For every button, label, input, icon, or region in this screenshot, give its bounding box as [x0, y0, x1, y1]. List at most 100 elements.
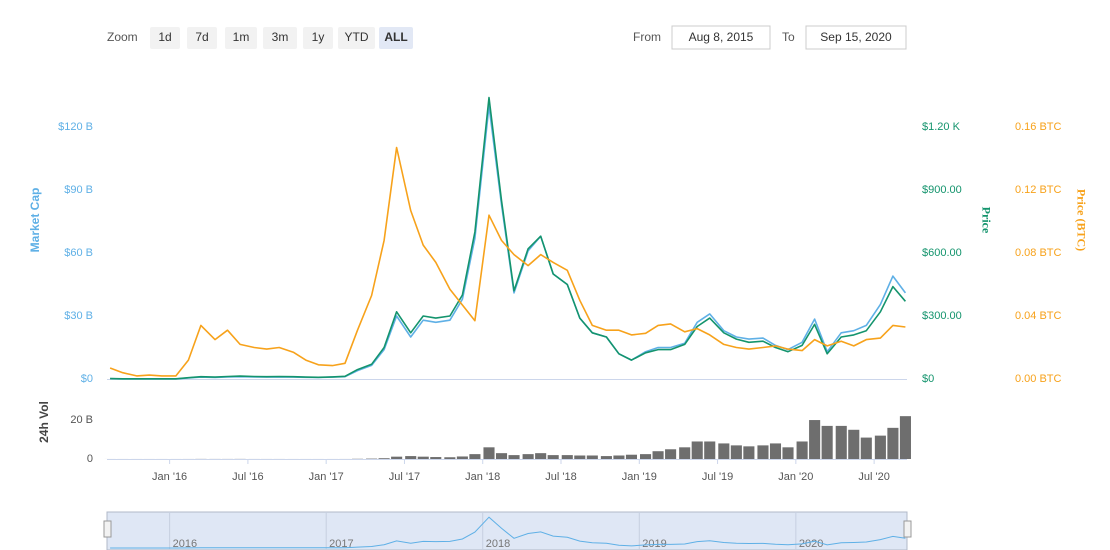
volume-bar: [535, 453, 547, 459]
volume-bar: [391, 456, 403, 459]
to-label: To: [782, 30, 795, 44]
volume-bar: [782, 447, 794, 459]
volume-bar: [522, 454, 534, 459]
volume-bar: [574, 455, 586, 459]
button-bg[interactable]: [225, 27, 257, 49]
x-tick-label: Jan '19: [622, 471, 657, 483]
zoom-button[interactable]: YTD: [338, 27, 375, 49]
volume-bar: [483, 447, 495, 459]
vol-tick-label: 20 B: [70, 414, 93, 426]
button-bg[interactable]: [338, 27, 375, 49]
zoom-label: Zoom: [107, 30, 138, 44]
x-tick-label: Jan '18: [465, 471, 500, 483]
button-label[interactable]: 1y: [312, 30, 325, 44]
navigator-line: [110, 516, 906, 549]
y2-tick-label: $0: [922, 373, 934, 385]
y2-tick-label: $300.00: [922, 310, 962, 322]
volume-bar: [874, 435, 886, 459]
y-tick-label: $30 B: [64, 310, 93, 322]
from-label: From: [633, 30, 661, 44]
button-label[interactable]: 1d: [158, 30, 171, 44]
volume-bar: [456, 456, 468, 459]
volume-bar: [613, 455, 625, 459]
button-bg[interactable]: [379, 27, 413, 49]
y2-axis-title: Price: [979, 207, 993, 234]
y-tick-label: $60 B: [64, 247, 93, 259]
y2-tick-label: $900.00: [922, 184, 962, 196]
volume-bar: [718, 443, 730, 459]
from-date[interactable]: Aug 8, 2015: [689, 30, 754, 44]
zoom-button[interactable]: 1y: [303, 27, 333, 49]
button-bg[interactable]: [303, 27, 333, 49]
volume-bar: [547, 455, 559, 459]
navigator-handle[interactable]: [103, 520, 112, 538]
volume-bar: [730, 445, 742, 459]
y3-tick-label: 0.04 BTC: [1015, 310, 1062, 322]
zoom-buttons: 1d 7d 1m 3m 1y YTD ALL: [150, 27, 413, 49]
y3-axis-title: Price (BTC): [1074, 189, 1088, 251]
to-input[interactable]: [805, 25, 907, 50]
volume-bar: [430, 457, 442, 459]
volume-bar: [405, 456, 417, 459]
zoom-button[interactable]: 1d: [150, 27, 180, 49]
volume-bar: [600, 456, 612, 459]
vol-tick-label: 0: [87, 453, 93, 465]
volume-bar: [679, 447, 691, 459]
button-label[interactable]: 7d: [195, 30, 208, 44]
volume-bar: [704, 441, 716, 459]
zoom-button[interactable]: 1m: [225, 27, 257, 49]
navigator-label: 2019: [642, 538, 666, 550]
button-label[interactable]: 1m: [233, 30, 250, 44]
volume-bar: [835, 425, 847, 459]
x-tick-label: Jul '17: [389, 471, 420, 483]
volume-bar: [469, 454, 481, 459]
button-bg[interactable]: [187, 27, 217, 49]
zoom-button[interactable]: 3m: [263, 27, 297, 49]
navigator-label: 2020: [799, 538, 823, 550]
y3-tick-label: 0.16 BTC: [1015, 121, 1062, 133]
volume-bar: [586, 455, 598, 459]
x-tick-label: Jan '20: [778, 471, 813, 483]
button-label[interactable]: ALL: [384, 30, 407, 44]
button-label[interactable]: YTD: [345, 30, 369, 44]
navigator-label: 2016: [173, 538, 197, 550]
zoom-button[interactable]: ALL: [379, 27, 413, 49]
x-tick-label: Jul '16: [232, 471, 263, 483]
zoom-button[interactable]: 7d: [187, 27, 217, 49]
y3-tick-label: 0.08 BTC: [1015, 247, 1062, 259]
y-tick-label: $90 B: [64, 184, 93, 196]
volume-bar: [508, 455, 520, 459]
y-tick-label: $0: [81, 373, 93, 385]
button-bg[interactable]: [263, 27, 297, 49]
volume-bar: [640, 454, 652, 459]
y3-tick-label: 0.00 BTC: [1015, 373, 1062, 385]
volume-bar: [769, 443, 782, 459]
x-tick-label: Jan '16: [152, 471, 187, 483]
navigator-label: 2017: [329, 538, 353, 550]
volume-bar: [899, 416, 911, 459]
to-date[interactable]: Sep 15, 2020: [820, 30, 892, 44]
volume-bar: [887, 427, 899, 459]
volume-bar: [495, 453, 508, 459]
volume-bar: [561, 455, 573, 459]
x-tick-label: Jul '19: [702, 471, 733, 483]
from-input[interactable]: [671, 25, 771, 50]
button-label[interactable]: 3m: [272, 30, 289, 44]
navigator-handle[interactable]: [903, 520, 912, 538]
volume-bar: [665, 449, 677, 459]
x-tick-label: Jan '17: [309, 471, 344, 483]
y2-tick-label: $600.00: [922, 247, 962, 259]
vol-axis-title: 24h Vol: [37, 401, 51, 443]
volume-bar: [444, 457, 456, 459]
volume-bar: [378, 458, 390, 459]
series-line: [110, 96, 907, 380]
volume-bar: [652, 451, 664, 459]
x-tick-label: Jul '20: [858, 471, 889, 483]
volume-bar: [796, 441, 808, 459]
volume-bar: [625, 454, 638, 459]
y-axis-title: Market Cap: [28, 188, 42, 253]
y2-tick-label: $1.20 K: [922, 121, 961, 133]
volume-bar: [821, 425, 833, 459]
button-bg[interactable]: [150, 27, 180, 49]
